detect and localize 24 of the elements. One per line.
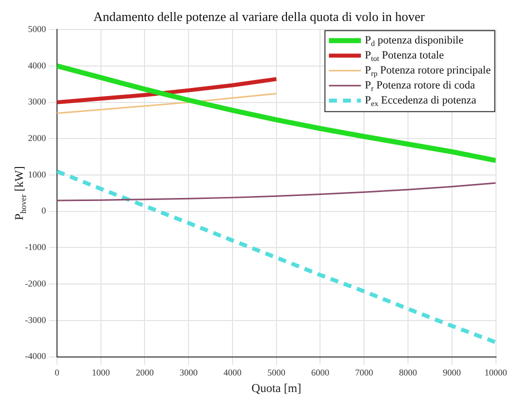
y-tick-label: 3000 xyxy=(28,96,46,107)
y-tick-label: 4000 xyxy=(28,60,46,70)
y-tick-label: 5000 xyxy=(28,24,46,34)
x-axis-title: Quota [m] xyxy=(252,380,302,395)
y-tick-label: -1000 xyxy=(24,242,46,252)
y-tick-label: -4000 xyxy=(24,351,46,362)
x-tick-label: 8000 xyxy=(399,368,418,378)
x-tick-label: 5000 xyxy=(267,368,286,378)
x-tick-label: 1000 xyxy=(92,368,110,378)
y-tick-label: 0 xyxy=(41,206,46,216)
y-tick-label: 1000 xyxy=(28,169,46,180)
y-tick-label: -3000 xyxy=(24,314,46,325)
x-tick-label: 4000 xyxy=(224,368,242,378)
y-tick-label: 2000 xyxy=(28,133,46,144)
x-tick-label: 9000 xyxy=(442,368,462,378)
y-axis-title: Phover [kW] xyxy=(12,166,28,220)
x-tick-label: 7000 xyxy=(355,368,374,378)
chart-title: Andamento delle potenze al variare della quota di volo in hover xyxy=(93,9,426,24)
x-tick-label: 2000 xyxy=(136,368,154,378)
x-tick-label: 10000 xyxy=(484,368,508,378)
x-tick-label: 3000 xyxy=(180,368,198,378)
x-tick-label: 6000 xyxy=(311,368,330,378)
x-tick-label: 0 xyxy=(54,368,60,378)
y-tick-label: -2000 xyxy=(24,278,46,288)
